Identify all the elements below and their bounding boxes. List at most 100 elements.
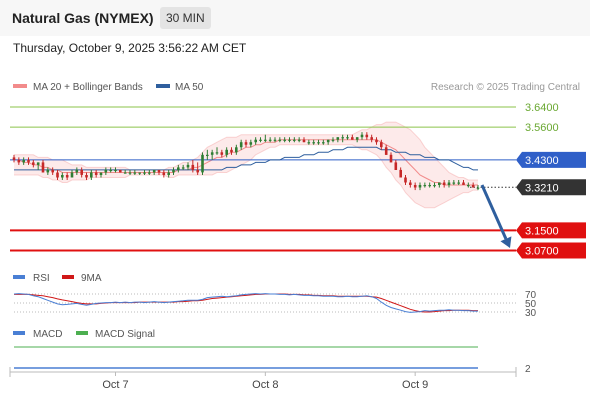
candle [442,180,446,188]
candle [143,169,146,175]
rsi-ref-label-30: 30 [525,308,537,319]
x-tick-label: Oct 9 [402,379,428,391]
rsi-ref-label-50: 50 [525,299,537,310]
candle [370,134,373,143]
candle [302,137,306,143]
ma9-legend-label: 9MA [81,273,102,284]
rsi-legend-label: RSI [33,273,50,284]
candle [360,132,364,140]
candle [61,172,64,181]
candle [384,144,388,155]
candle [423,182,427,188]
candle [94,169,98,178]
candle [462,180,465,186]
candle [128,169,132,175]
candle [307,139,311,145]
candle [418,182,422,191]
candle [114,167,117,173]
macd-tick-label: 2 [525,364,531,375]
candle [220,149,224,158]
candle [389,152,393,163]
candle [288,137,291,143]
candle [341,134,344,143]
candle [249,139,253,148]
candle [32,159,35,168]
ma9-legend-swatch [62,275,74,279]
candle [22,157,25,165]
macd-signal-legend-label: MACD Signal [95,329,155,340]
rsi-line [13,293,478,313]
last-level-tag [516,179,586,196]
timeframe-button[interactable]: 30 MIN [160,7,211,29]
candle [283,137,286,143]
ma50-legend-label: MA 50 [175,82,204,93]
candle [322,139,325,145]
candle [394,159,398,170]
candle [375,137,378,145]
candle [56,169,59,181]
candle [433,182,436,188]
candle [428,182,431,188]
candle [148,169,151,175]
candle [413,182,417,191]
pivot-level-tag [516,151,586,168]
bollinger-band-area [14,122,478,208]
x-tick-label: Oct 8 [252,379,278,391]
support-level-label: 3.1500 [525,225,559,237]
candle [177,164,180,173]
rsi-legend-swatch [13,275,25,279]
candle [225,147,228,158]
forecast-arrow-head [500,236,512,248]
candle [12,154,16,163]
candle [235,144,238,155]
candle [355,137,359,143]
candle [268,137,272,143]
candle [346,134,349,140]
candle [471,182,475,188]
resistance-level-label: 3.6400 [525,102,559,114]
candle [181,164,185,170]
pivot-level-label: 3.4300 [525,155,559,167]
candle [201,152,204,175]
candle [133,169,137,175]
candle [90,169,93,181]
candle [365,132,369,140]
candle [51,167,54,175]
candle [312,139,315,145]
candle [41,159,45,173]
candle [104,167,108,175]
candle [467,182,470,188]
candle [336,137,340,143]
candle [152,169,156,175]
candle [264,134,267,143]
support-level-tag [516,242,586,259]
candle [157,169,161,175]
candle [244,139,248,148]
candle [254,137,257,145]
candle [119,169,122,173]
candle [239,139,243,150]
bollinger-upper-line [14,121,478,181]
ma50-legend-swatch [156,84,170,88]
candle [191,159,195,173]
candle [380,139,383,150]
candle [65,172,69,181]
candle [109,167,112,173]
candle [278,137,282,143]
candle [172,167,175,175]
candle [196,162,199,175]
candle [399,167,402,178]
candle [17,157,21,165]
bollinger-legend-label: MA 20 + Bollinger Bands [33,82,143,93]
research-credit: Research © 2025 Trading Central [431,82,580,93]
candle [331,137,335,143]
candle [46,167,50,175]
timestamp: Thursday, October 9, 2025 3:56:22 AM CET [13,41,247,55]
candle [438,182,441,188]
candle [452,180,456,186]
forecast-arrow-shaft [480,184,508,240]
instrument-title: Natural Gas (NYMEX) [12,10,154,26]
candle [206,149,209,160]
candle [215,147,219,155]
candle [80,167,83,178]
